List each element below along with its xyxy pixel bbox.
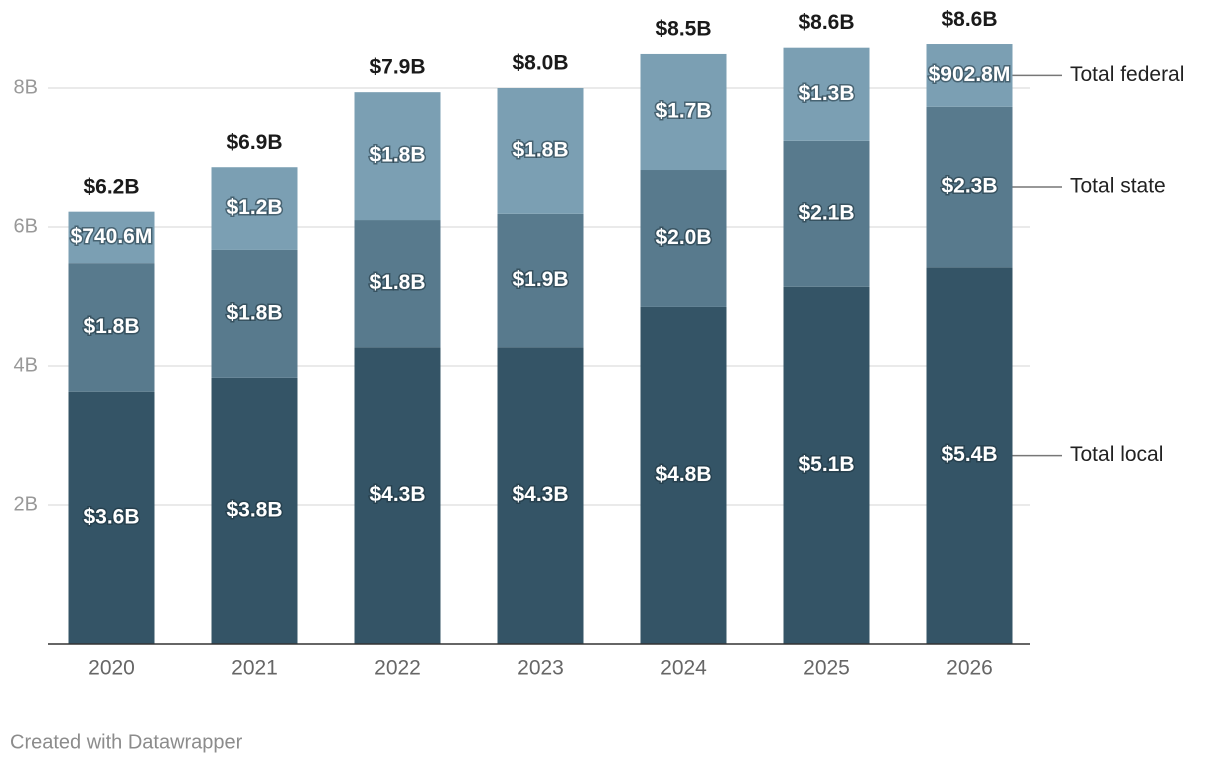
footer: Created with Datawrapper — [10, 731, 243, 753]
bar-segment — [211, 167, 298, 250]
y-tick-label: 8B — [14, 76, 38, 98]
bar-segment — [354, 347, 441, 644]
segment-label: $902.8M — [929, 63, 1011, 86]
total-label: $7.9B — [369, 56, 425, 79]
segment-label: $740.6M — [71, 225, 153, 248]
bar-segment — [926, 267, 1013, 644]
bar-segment — [783, 140, 870, 287]
segment-label: $2.0B — [655, 226, 711, 249]
segment-label: $1.9B — [512, 268, 568, 291]
total-label: $8.6B — [941, 8, 997, 31]
bar-segment — [211, 377, 298, 644]
segment-label: $5.4B — [941, 443, 997, 466]
bar-segment — [68, 391, 155, 644]
segment-label: $1.8B — [226, 301, 282, 324]
total-label: $6.2B — [83, 175, 139, 198]
x-tick-label: 2024 — [660, 657, 707, 680]
segment-label: $4.3B — [369, 483, 425, 506]
y-tick-label: 4B — [14, 354, 38, 376]
x-tick-label: 2022 — [374, 657, 421, 680]
bar-segment — [497, 213, 584, 348]
y-tick-label: 6B — [14, 215, 38, 237]
y-tick-label: 2B — [14, 493, 38, 515]
total-label: $6.9B — [226, 131, 282, 154]
segment-label: $4.8B — [655, 463, 711, 486]
segment-label: $1.8B — [83, 315, 139, 338]
segment-label: $5.1B — [798, 453, 854, 476]
total-label: $8.6B — [798, 11, 854, 34]
bar-segment — [354, 92, 441, 221]
x-tick-label: 2026 — [946, 657, 993, 680]
segment-label: $2.1B — [798, 201, 854, 224]
bar-segment — [926, 106, 1013, 268]
segment-label: $1.8B — [369, 271, 425, 294]
bar-segment — [783, 47, 870, 141]
bar-segment — [211, 249, 298, 378]
x-tick-label: 2020 — [88, 657, 135, 680]
segment-label: $1.7B — [655, 100, 711, 123]
bar-segment — [640, 306, 727, 644]
bar-segment — [497, 347, 584, 644]
legend-label: Total state — [1070, 175, 1166, 198]
bar-segment — [68, 263, 155, 392]
legend-label: Total local — [1070, 443, 1163, 466]
bar-segment — [783, 286, 870, 644]
segment-label: $1.8B — [369, 144, 425, 167]
bar-segment — [354, 220, 441, 348]
legend-label: Total federal — [1070, 63, 1184, 86]
bar-segment — [640, 53, 727, 171]
segment-label: $4.3B — [512, 483, 568, 506]
total-label: $8.5B — [655, 17, 711, 40]
segment-label: $3.8B — [226, 498, 282, 521]
segment-label: $3.6B — [83, 505, 139, 528]
segment-label: $1.2B — [226, 196, 282, 219]
segment-label: $1.3B — [798, 82, 854, 105]
segment-label: $2.3B — [941, 175, 997, 198]
segment-label: $1.8B — [512, 138, 568, 161]
x-tick-label: 2025 — [803, 657, 850, 680]
x-tick-label: 2021 — [231, 657, 278, 680]
x-tick-label: 2023 — [517, 657, 564, 680]
bar-segment — [68, 211, 155, 264]
bar-segment — [497, 88, 584, 214]
bar-segment — [926, 44, 1013, 107]
total-label: $8.0B — [512, 52, 568, 75]
bar-segment — [640, 170, 727, 307]
